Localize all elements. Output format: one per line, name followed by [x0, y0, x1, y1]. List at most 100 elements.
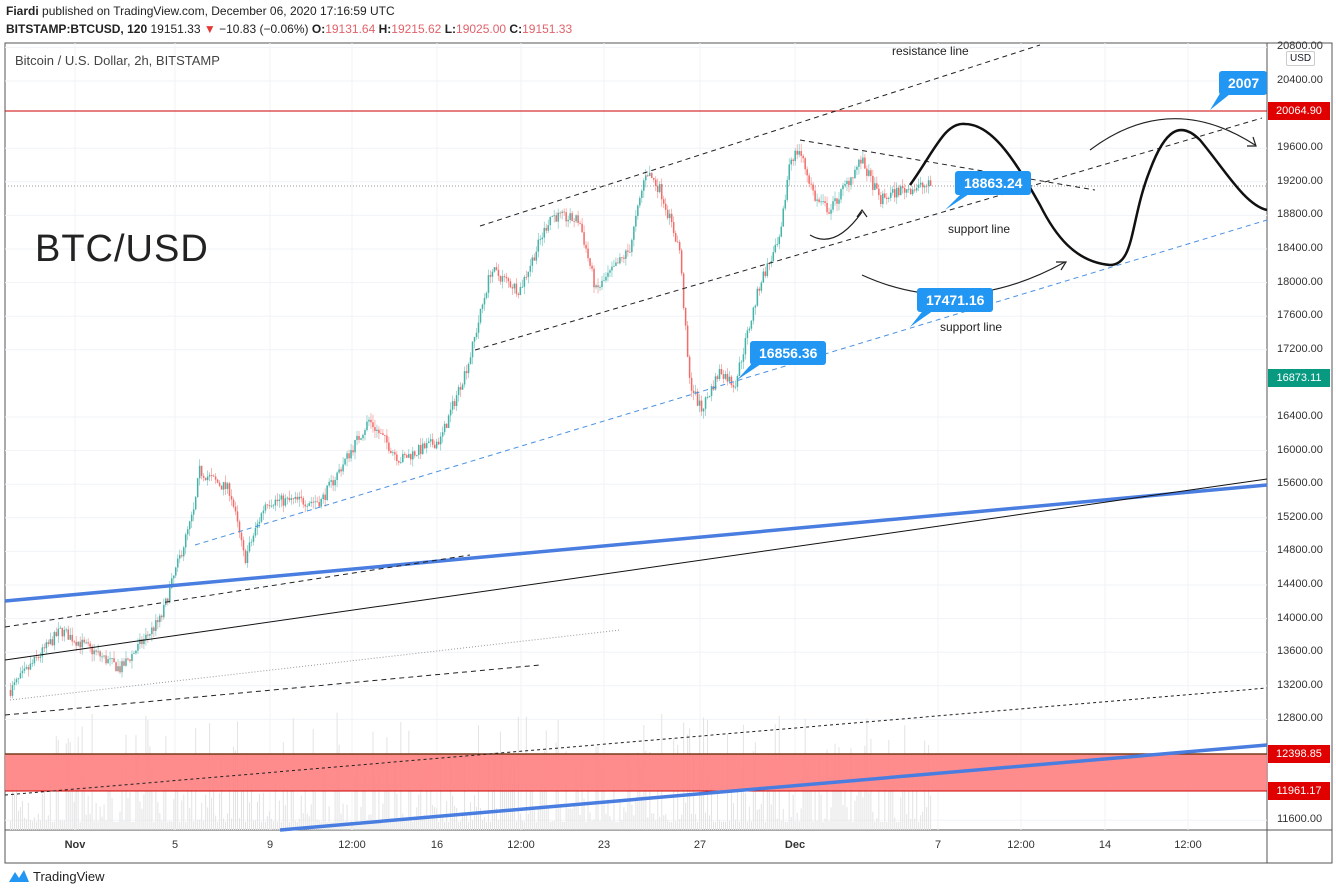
high-label: H: — [378, 22, 392, 36]
candle-body — [127, 658, 129, 660]
volume-bar — [732, 803, 734, 830]
candle-body — [702, 408, 705, 412]
candle-body — [891, 189, 894, 193]
candle-body — [633, 226, 635, 240]
candle-body — [555, 215, 557, 222]
volume-bar — [695, 814, 697, 830]
volume-bar — [340, 813, 342, 830]
drawings[interactable] — [4, 44, 1268, 832]
upper-channel-line[interactable] — [479, 44, 1041, 227]
black-trend-line[interactable] — [4, 478, 1268, 661]
demand-zone[interactable] — [5, 754, 1267, 791]
candle-body — [409, 454, 412, 460]
volume-bar — [456, 807, 458, 830]
price-tick-label: 16400.00 — [1277, 410, 1323, 422]
middle-channel-line[interactable] — [474, 117, 1263, 351]
volume-bar — [728, 820, 730, 830]
volume-bar — [121, 770, 123, 830]
candle-body — [728, 376, 731, 382]
price-callout[interactable]: 2007 — [1219, 71, 1267, 95]
candle-body — [224, 482, 227, 489]
candle-body — [637, 205, 639, 216]
price-tick-label: 17600.00 — [1277, 309, 1323, 322]
price-callout[interactable]: 16856.36 — [750, 341, 827, 365]
candle-body — [75, 641, 77, 646]
volume-bar — [334, 788, 336, 830]
forecast-path[interactable] — [908, 122, 1268, 267]
price-change: −10.83 (−0.06%) — [219, 22, 309, 36]
candle-body — [872, 175, 874, 190]
candle-body — [326, 485, 328, 500]
candle-body — [234, 506, 237, 512]
candle-body — [565, 212, 567, 222]
candle-body — [216, 479, 219, 483]
dotted-line[interactable] — [9, 629, 621, 701]
candle-body — [533, 257, 536, 261]
volume-bar — [430, 758, 432, 830]
candle-body — [808, 175, 810, 184]
time-tick-label: 23 — [597, 839, 611, 851]
candle-body — [838, 199, 840, 204]
candle-body — [776, 244, 779, 245]
volume-bar — [382, 803, 384, 830]
volume-bar — [175, 781, 177, 830]
candle-body — [57, 628, 60, 637]
candle-body — [529, 265, 532, 272]
candle-body — [93, 650, 95, 655]
price-callout[interactable]: 17471.16 — [917, 288, 994, 312]
candle-body — [901, 186, 904, 189]
volume-bar — [762, 771, 764, 830]
blue-trend-line[interactable] — [4, 483, 1268, 603]
volume-bar — [113, 821, 115, 830]
candle-body — [485, 292, 488, 298]
time-tick-label: 5 — [171, 839, 179, 851]
lower-dashed-line[interactable] — [4, 554, 471, 628]
volume-bar — [19, 807, 21, 830]
lower-blue-trend-line[interactable] — [279, 743, 1268, 832]
candle-body — [708, 395, 711, 398]
candle-body — [880, 195, 882, 205]
volume-bar — [252, 820, 254, 830]
callout-pointer — [737, 360, 767, 380]
candle-body — [246, 551, 249, 564]
volume-bar — [79, 821, 81, 830]
candle-body — [23, 668, 26, 671]
triangle-line[interactable] — [799, 139, 1096, 191]
volume-bar — [246, 753, 248, 830]
volume-bar — [523, 821, 525, 830]
price-callout[interactable]: 18863.24 — [955, 171, 1032, 195]
candle-body — [131, 654, 133, 662]
candle-body — [141, 639, 143, 645]
author[interactable]: Fiardi — [6, 4, 39, 18]
candle-body — [690, 377, 693, 391]
candle-body — [244, 550, 247, 564]
volume-bar — [169, 820, 171, 830]
candle-body — [386, 435, 388, 443]
arrow-curve-1[interactable] — [809, 211, 863, 240]
volume-bar — [268, 811, 270, 830]
currency-button[interactable]: USD — [1286, 51, 1316, 66]
volume-bar — [276, 821, 278, 830]
arrow-curve-3[interactable] — [1089, 118, 1256, 151]
candle-body — [804, 158, 806, 170]
candle-body — [342, 464, 344, 472]
volume-bar — [583, 798, 585, 830]
candle-body — [260, 513, 263, 522]
candle-body — [664, 203, 667, 210]
volume-bar — [786, 821, 788, 830]
low-label: L: — [444, 22, 457, 36]
candle-body — [822, 201, 824, 203]
lower-dashed-line-2[interactable] — [4, 664, 541, 716]
volume-bar — [133, 822, 135, 830]
candle-body — [477, 322, 480, 333]
support-trend-line[interactable] — [194, 219, 1268, 546]
candle-body — [493, 267, 496, 272]
candle-body — [828, 212, 830, 214]
long-dashed-line[interactable] — [4, 687, 1268, 796]
candle-body — [49, 639, 52, 645]
tradingview-logo[interactable]: TradingView — [8, 868, 105, 884]
candle-body — [421, 443, 424, 454]
volume-bar — [561, 821, 563, 830]
candle-body — [384, 435, 386, 436]
